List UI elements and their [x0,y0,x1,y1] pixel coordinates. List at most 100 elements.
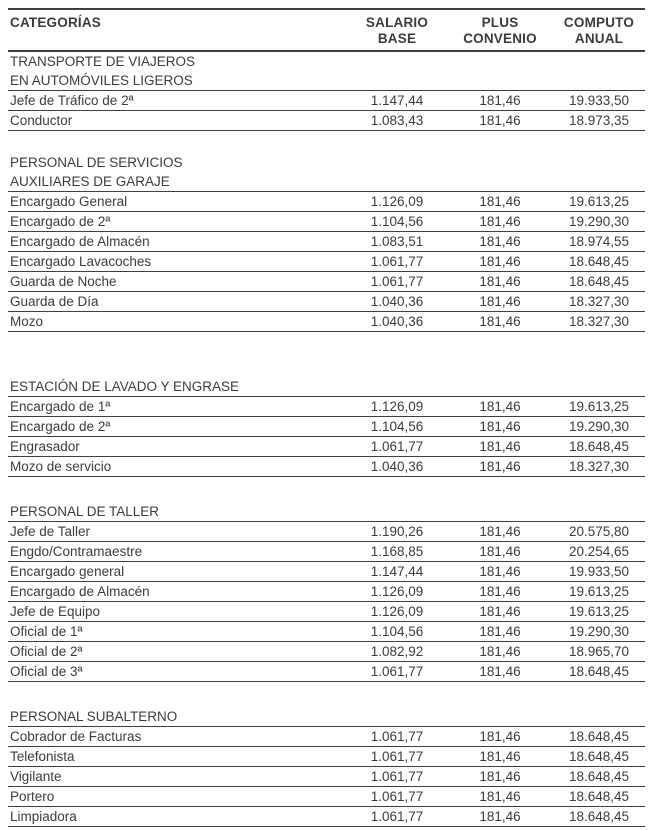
plus-convenio-cell: 181,46 [447,621,553,642]
section-heading-label: PERSONAL SUBALTERNO [8,707,645,727]
category-cell: Guarda de Día [8,291,347,312]
table-row: Mozo de servicio 1.040,36 181,46 18.327,30 [8,456,645,477]
category-cell: Jefe de Equipo [8,601,347,622]
section-heading-label: AUXILIARES DE GARAJE [8,171,645,192]
computo-anual-cell: 20.254,65 [553,541,645,562]
table-row: Encargado General 1.126,09 181,46 19.613,25 [8,191,645,212]
salario-base-cell: 1.061,77 [347,726,447,747]
plus-convenio-cell: 181,46 [447,541,553,562]
category-cell: Oficial de 1ª [8,621,347,642]
plus-convenio-cell: 181,46 [447,396,553,417]
salario-base-cell: 1.126,09 [347,396,447,417]
salario-base-cell: 1.126,09 [347,191,447,212]
section-heading-row: PERSONAL DE SERVICIOS [8,153,645,172]
salario-base-cell: 1.061,77 [347,746,447,767]
category-cell: Jefe de Taller [8,521,347,542]
salario-base-cell: 1.104,56 [347,621,447,642]
table-row: Encargado de 2ª 1.104,56 181,46 19.290,30 [8,416,645,437]
computo-anual-cell: 18.327,30 [553,456,645,477]
plus-convenio-cell: 181,46 [447,786,553,807]
category-cell: Encargado general [8,561,347,582]
plus-convenio-cell: 181,46 [447,291,553,312]
category-cell: Mozo [8,311,347,332]
category-cell: Portero [8,786,347,807]
section-heading-label: PERSONAL DE TALLER [8,501,645,522]
table-row: Oficial de 3ª 1.061,77 181,46 18.648,45 [8,661,645,682]
category-cell: Encargado General [8,191,347,212]
table-row: Cobrador de Facturas 1.061,77 181,46 18.648… [8,726,645,747]
category-cell: Mozo de servicio [8,456,347,477]
table-row: Encargado de Almacén 1.126,09 181,46 19.613… [8,581,645,602]
plus-convenio-cell: 181,46 [447,311,553,332]
plus-convenio-cell: 181,46 [447,661,553,682]
category-cell: Jefe de Tráfico de 2ª [8,90,347,111]
table-row: Oficial de 1ª 1.104,56 181,46 19.290,30 [8,621,645,642]
salario-base-cell: 1.061,77 [347,251,447,272]
computo-anual-cell: 18.965,70 [553,641,645,662]
computo-anual-cell: 18.648,45 [553,766,645,787]
column-header-label: CONVENIO [463,31,537,46]
table-row: Engdo/Contramaestre 1.168,85 181,46 20.254,… [8,541,645,562]
section-heading-label: TRANSPORTE DE VIAJEROS [10,54,196,69]
salario-base-cell: 1.040,36 [347,291,447,312]
computo-anual-cell: 19.613,25 [553,396,645,417]
section-spacer [8,331,645,377]
plus-convenio-cell: 181,46 [447,191,553,212]
section-heading-row: TRANSPORTE DE VIAJEROS [8,51,645,71]
plus-convenio-cell: 181,46 [447,746,553,767]
plus-convenio-cell: 181,46 [447,581,553,602]
computo-anual-cell: 18.648,45 [553,271,645,292]
plus-convenio-cell: 181,46 [447,110,553,131]
column-header-salario-base: SALARIO BASE [347,9,447,52]
table-row: Mozo 1.040,36 181,46 18.327,30 [8,311,645,332]
table-row: Vigilante 1.061,77 181,46 18.648,45 [8,766,645,787]
computo-anual-cell: 18.648,45 [553,726,645,747]
computo-anual-cell: 19.933,50 [553,90,645,111]
column-header-plus-convenio: PLUS CONVENIO [447,9,553,52]
table-row: Oficial de 2ª 1.082,92 181,46 18.965,70 [8,641,645,662]
salary-table: CATEGORÍAS SALARIO BASE PLUS CONVENIO CO… [8,8,645,827]
computo-anual-cell: 18.974,55 [553,231,645,252]
section-heading-row: ESTACIÓN DE LAVADO Y ENGRASE [8,377,645,397]
table-row: Encargado general 1.147,44 181,46 19.933,50 [8,561,645,582]
category-cell: Encargado de 1ª [8,396,347,417]
column-header-label: BASE [377,31,417,46]
computo-anual-cell: 18.973,35 [553,110,645,131]
computo-anual-cell: 18.648,45 [553,786,645,807]
plus-convenio-cell: 181,46 [447,806,553,827]
computo-anual-cell: 19.290,30 [553,416,645,437]
salario-base-cell: 1.040,36 [347,456,447,477]
category-cell: Engrasador [8,436,347,457]
computo-anual-cell: 19.933,50 [553,561,645,582]
table-header: CATEGORÍAS SALARIO BASE PLUS CONVENIO CO… [8,9,645,52]
plus-convenio-cell: 181,46 [447,726,553,747]
computo-anual-cell: 18.327,30 [553,291,645,312]
salario-base-cell: 1.061,77 [347,786,447,807]
plus-convenio-cell: 181,46 [447,416,553,437]
computo-anual-cell: 18.648,45 [553,436,645,457]
column-header-label: CATEGORÍAS [10,15,102,30]
computo-anual-cell: 18.648,45 [553,661,645,682]
salario-base-cell: 1.126,09 [347,601,447,622]
table-body: TRANSPORTE DE VIAJEROS EN AUTOMÓVILES LIG… [8,51,645,827]
salario-base-cell: 1.061,77 [347,806,447,827]
salario-base-cell: 1.082,92 [347,641,447,662]
section-spacer [8,681,645,707]
category-cell: Limpiadora [8,806,347,827]
plus-convenio-cell: 181,46 [447,271,553,292]
section-heading-label: ESTACIÓN DE LAVADO Y ENGRASE [8,377,645,397]
computo-anual-cell: 20.575,80 [553,521,645,542]
category-cell: Encargado Lavacoches [8,251,347,272]
plus-convenio-cell: 181,46 [447,231,553,252]
plus-convenio-cell: 181,46 [447,251,553,272]
plus-convenio-cell: 181,46 [447,601,553,622]
section-heading-label: EN AUTOMÓVILES LIGEROS [8,71,645,91]
salario-base-cell: 1.083,51 [347,231,447,252]
computo-anual-cell: 18.648,45 [553,251,645,272]
salario-base-cell: 1.061,77 [347,436,447,457]
plus-convenio-cell: 181,46 [447,521,553,542]
table-row: Limpiadora 1.061,77 181,46 18.648,45 [8,806,645,827]
category-cell: Engdo/Contramaestre [8,541,347,562]
table-row: Guarda de Día 1.040,36 181,46 18.327,30 [8,291,645,312]
column-header-categorias: CATEGORÍAS [8,9,347,52]
